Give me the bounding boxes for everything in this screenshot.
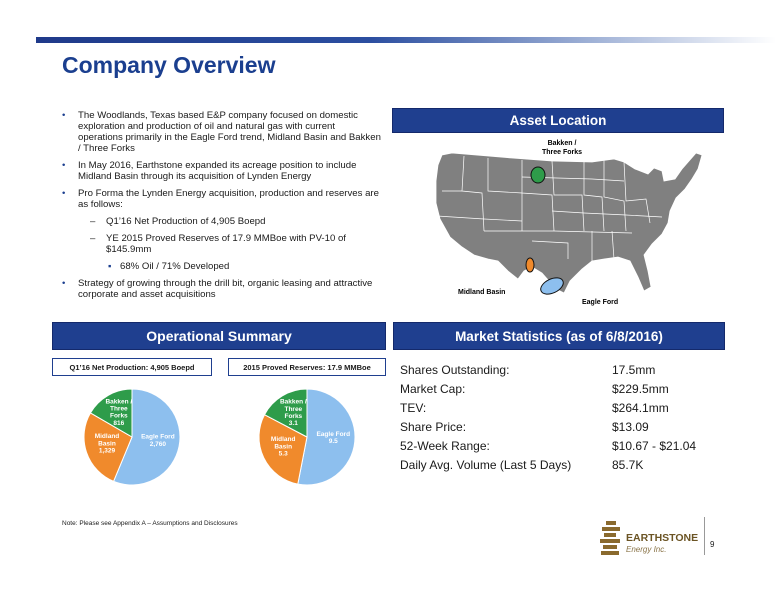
stat-value: 17.5mm (612, 362, 656, 377)
pie-slice-bakken-three-forks (89, 388, 133, 438)
page-title: Company Overview (62, 52, 276, 78)
stat-value: 85.7K (612, 457, 644, 472)
eagle-ford-marker (540, 277, 564, 295)
page-number: 9 (710, 540, 715, 549)
pie-slice-midland-basin (83, 412, 133, 482)
reserves-pie-chart: Eagle Ford 9.5 Midland Basin 5.3 Bakken / Thre… (258, 388, 356, 486)
asset-location-header: Asset Location (392, 108, 724, 133)
stat-row: Shares Outstanding: 17.5mm (400, 360, 730, 379)
stat-label: Share Price: (400, 419, 467, 434)
stat-label: Market Cap: (400, 381, 466, 396)
production-chart-title: Q1’16 Net Production: 4,905 Boepd (52, 358, 212, 376)
reserves-chart-title: 2015 Proved Reserves: 17.9 MMBoe (228, 358, 386, 376)
us-states-shape (435, 152, 703, 294)
operational-summary-header: Operational Summary (52, 322, 386, 350)
header-rule (36, 37, 776, 43)
pie-data-label: Bakken / Three Forks 816 (105, 398, 132, 427)
stat-label: 52-Week Range: (400, 438, 490, 453)
stat-value: $229.5mm (612, 381, 669, 396)
us-map: Bakken / Three Forks Midland Basin Eagle … (435, 140, 703, 306)
pie-slice-midland-basin (258, 414, 308, 485)
market-statistics-header: Market Statistics (as of 6/8/2016) (393, 322, 725, 350)
pie-data-label: Midland Basin 5.3 (271, 436, 296, 457)
market-statistics-table: Shares Outstanding: 17.5mm Market Cap: $… (400, 360, 730, 474)
stat-row: 52-Week Range: $10.67 - $21.04 (400, 436, 730, 455)
sub-bullet-item: YE 2015 Proved Reserves of 17.9 MMBoe wi… (62, 233, 382, 255)
eagle-ford-label: Eagle Ford (582, 299, 618, 306)
pie-data-label: Eagle Ford 9.5 (316, 431, 350, 445)
state-borders (436, 155, 663, 261)
bullet-item: Strategy of growing through the drill bi… (62, 278, 382, 300)
stat-row: Share Price: $13.09 (400, 417, 730, 436)
pie-data-label: Bakken / Three Forks 3.1 (280, 399, 307, 428)
stat-label: Daily Avg. Volume (Last 5 Days) (400, 457, 572, 472)
production-pie-chart: Eagle Ford 2,760 Midland Basin 1,329 Bakken /… (83, 388, 181, 486)
pie-slice-bakken-three-forks (263, 388, 308, 438)
bakken-label: Bakken / Three Forks (542, 140, 582, 156)
pie-slice-eagle-ford (112, 388, 181, 486)
overview-bullets: The Woodlands, Texas based E&P company f… (62, 110, 382, 306)
midland-basin-marker (525, 257, 535, 273)
bakken-marker (530, 166, 546, 184)
midland-basin-label: Midland Basin (458, 289, 505, 296)
stat-label: Shares Outstanding: (400, 362, 510, 377)
pie-data-label: Midland Basin 1,329 (95, 433, 120, 454)
earthstone-logo: EARTHSTONE Energy Inc. (600, 521, 698, 555)
sub-sub-bullet-item: 68% Oil / 71% Developed (62, 261, 382, 272)
stat-value: $10.67 - $21.04 (612, 438, 697, 453)
stat-label: TEV: (400, 400, 427, 415)
logo-mark-icon (600, 521, 620, 555)
sub-bullet-item: Q1’16 Net Production of 4,905 Boepd (62, 216, 382, 227)
stat-value: $264.1mm (612, 400, 669, 415)
stat-row: Market Cap: $229.5mm (400, 379, 730, 398)
logo-name: EARTHSTONE (626, 532, 698, 544)
logo-divider (704, 517, 705, 555)
stat-value: $13.09 (612, 419, 649, 434)
footnote: Note: Please see Appendix A – Assumption… (62, 520, 238, 527)
bullet-item: The Woodlands, Texas based E&P company f… (62, 110, 382, 154)
bullet-item: Pro Forma the Lynden Energy acquisition,… (62, 188, 382, 210)
pie-data-label: Eagle Ford 2,760 (141, 434, 175, 448)
logo-subtitle: Energy Inc. (626, 545, 666, 554)
pie-slice-eagle-ford (297, 388, 356, 486)
bullet-item: In May 2016, Earthstone expanded its acr… (62, 160, 382, 182)
stat-row: Daily Avg. Volume (Last 5 Days) 85.7K (400, 455, 730, 474)
stat-row: TEV: $264.1mm (400, 398, 730, 417)
